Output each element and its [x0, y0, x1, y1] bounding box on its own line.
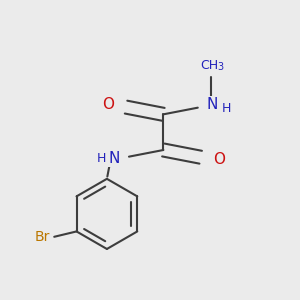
Text: H: H — [221, 103, 231, 116]
Text: N: N — [109, 151, 120, 166]
Text: H: H — [96, 152, 106, 164]
Text: O: O — [102, 97, 114, 112]
Text: N: N — [206, 97, 218, 112]
Text: O: O — [213, 152, 225, 167]
Text: 3: 3 — [218, 62, 224, 72]
Text: CH: CH — [200, 59, 218, 72]
Text: Br: Br — [35, 230, 50, 244]
